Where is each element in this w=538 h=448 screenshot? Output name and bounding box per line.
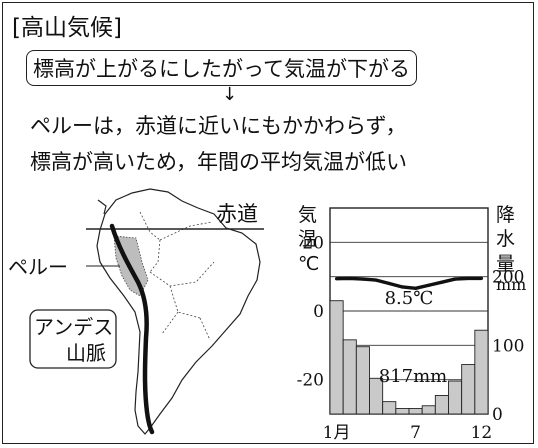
precip-bar-12 [474,329,489,415]
precip-bar-6 [395,408,410,415]
right-axis-label-char: mm [496,275,526,294]
precipitation-tick-label: 0 [492,405,503,425]
precip-bar-1 [329,300,344,415]
andes-label-box [29,309,117,369]
precip-bar-3 [355,346,370,415]
temperature-point-4 [374,278,378,282]
temperature-point-3 [361,277,365,281]
precip-bar-10 [448,380,463,415]
temperature-series-line [336,276,482,291]
temperature-tick-label: -20 [297,371,324,391]
right-axis-label-char: 量 [496,253,515,275]
precip-bar-7 [408,408,423,415]
central-america-outline [97,199,107,215]
right-axis-label-char: 水 [496,228,515,250]
temperature-tick-label: 0 [313,302,324,322]
temperature-point-8 [427,283,431,287]
precip-bar-4 [369,377,384,415]
temperature-point-11 [466,276,470,280]
down-arrow-icon: ↓ [222,84,238,105]
right-axis-label-char: 降 [496,204,515,226]
precip-bar-8 [421,405,436,415]
temperature-point-7 [413,286,418,290]
precipitation-bars [329,300,489,415]
left-axis-label-char: 温 [298,228,317,250]
annual-precipitation-label: 817mm [379,366,448,387]
precip-bar-11 [461,364,476,415]
temperature-point-10 [453,277,457,281]
explanation-line-1: ペルーは，赤道に近いにもかかわらず， [30,114,407,138]
precip-bar-2 [342,339,357,415]
x-tick-label: 7 [410,423,421,443]
temperature-point-12 [479,276,484,280]
andes-range [109,223,155,435]
section-heading: [高山気候] [12,15,122,41]
andes-label-line1: アンデス [34,315,113,339]
precipitation-tick-label: 100 [492,336,524,356]
temperature-point-1 [334,277,339,281]
temperature-line [334,276,484,291]
andes-label-line2: 山脈 [66,341,106,365]
temperature-point-6 [400,285,405,289]
left-axis-label-char: 気 [298,204,317,226]
left-axis-label-char: ℃ [298,253,319,275]
explanation-line-2: 標高が高いため，年間の平均気温が低い [30,150,407,174]
figure-frame [2,2,534,444]
precip-bar-5 [382,401,397,415]
x-tick-label: 1月 [323,423,351,443]
rule-box: 標高が上がるにしたがって気温が下がる [26,50,417,86]
temperature-point-5 [387,281,391,286]
precipitation-tick-label: 200 [492,268,524,288]
country-borders [139,211,215,341]
precip-bar-9 [434,395,449,415]
temperature-tick-label: 20 [302,233,324,253]
temperature-point-9 [440,280,444,284]
mean-temperature-label: 8.5℃ [385,288,434,309]
x-tick-label: 12 [471,423,493,443]
equator-label: 赤道 [216,202,258,226]
peru-label: ペルー [8,255,68,279]
temperature-point-2 [348,276,352,280]
